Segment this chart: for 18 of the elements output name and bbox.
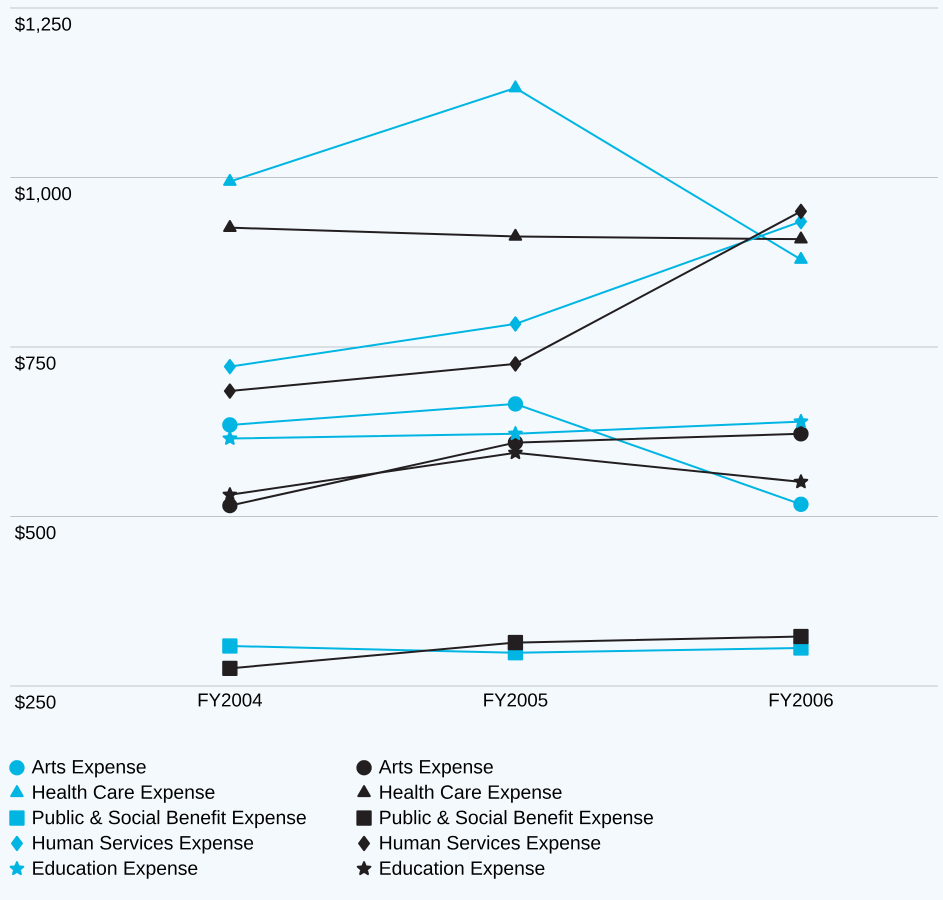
- y-tick-label: $500: [14, 525, 56, 540]
- legend-label: Human Services Expense: [33, 835, 254, 854]
- y-tick-label: $1,250: [14, 16, 72, 33]
- legend-label: Education Expense: [33, 860, 198, 879]
- x-tick-label: FY2004: [198, 693, 262, 707]
- legend-label: Education Expense: [380, 860, 544, 879]
- legend-label: Arts Expense: [378, 760, 493, 778]
- legend-label: Health Care Expense: [380, 784, 562, 803]
- x-tick-label: FY2005: [484, 693, 548, 707]
- legend-label: Health Care Expense: [33, 784, 214, 803]
- x-tick-label: FY2006: [770, 693, 833, 707]
- legend-label: Public & Social Benefit Expense: [33, 810, 306, 828]
- y-tick-label: $750: [14, 356, 56, 371]
- y-tick-label: $1,000: [14, 186, 72, 202]
- y-tick-label: $250: [14, 694, 56, 710]
- legend-label: Human Services Expense: [380, 835, 600, 854]
- legend-label: Public & Social Benefit Expense: [380, 810, 653, 828]
- legend-label: Arts Expense: [32, 760, 146, 778]
